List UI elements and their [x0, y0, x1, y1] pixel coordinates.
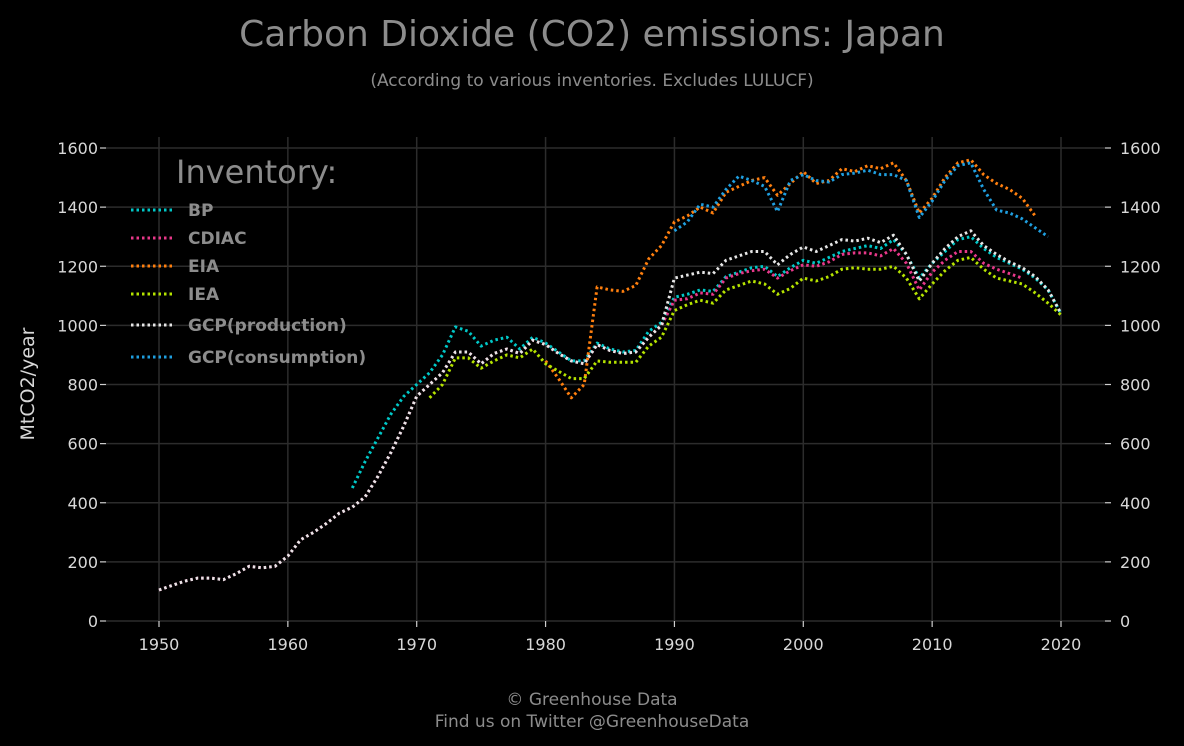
y-tick-label-left: 1200 [57, 257, 98, 276]
x-tick-label: 1990 [654, 635, 695, 654]
legend: Inventory: BP CDIAC EIA IEA GCP(production) G… [131, 153, 366, 368]
y-tick-label-left: 800 [67, 376, 98, 395]
footer-twitter: Find us on Twitter @GreenhouseData [435, 712, 750, 732]
y-tick-label-right: 1000 [1120, 316, 1161, 335]
legend-label-eia: EIA [188, 257, 220, 277]
x-tick-label: 1970 [396, 635, 437, 654]
x-tick-label: 1960 [267, 635, 308, 654]
legend-label-gcp-production: GCP(production) [188, 316, 347, 336]
chart-title: Carbon Dioxide (CO2) emissions: Japan [239, 14, 945, 55]
grid [106, 137, 1105, 622]
series-line-iea [428, 255, 1063, 399]
y-axis-label: MtCO2/year [17, 327, 39, 440]
series-layer [158, 158, 1063, 592]
y-tick-label-left: 600 [67, 435, 98, 454]
y-tick-label-right: 0 [1120, 612, 1130, 631]
y-tick-label-left: 1000 [57, 316, 98, 335]
x-tick-label: 2010 [912, 635, 953, 654]
x-tick-label: 2000 [783, 635, 824, 654]
y-tick-label-right: 800 [1120, 376, 1151, 395]
y-tick-label-right: 1400 [1120, 198, 1161, 217]
y-tick-label-left: 0 [88, 612, 98, 631]
y-tick-label-right: 400 [1120, 494, 1151, 513]
y-tick-label-left: 1400 [57, 198, 98, 217]
axes: 1950 1960 1970 1980 1990 2000 2010 2020 0 0 200 200… [57, 139, 1160, 654]
y-tick-label-left: 400 [67, 494, 98, 513]
x-tick-label: 1980 [525, 635, 566, 654]
legend-title: Inventory: [176, 153, 337, 191]
y-tick-label-right: 200 [1120, 553, 1151, 572]
legend-label-bp: BP [188, 201, 213, 221]
y-tick-label-right: 600 [1120, 435, 1151, 454]
legend-label-iea: IEA [188, 285, 220, 305]
series-line-eia [544, 158, 1037, 400]
y-tick-label-left: 200 [67, 553, 98, 572]
x-tick-label: 2020 [1041, 635, 1082, 654]
series-line-gcp-production [158, 229, 1063, 592]
legend-label-gcp-consumption: GCP(consumption) [188, 348, 366, 368]
y-tick-label-left: 1600 [57, 139, 98, 158]
legend-label-cdiac: CDIAC [188, 229, 247, 249]
chart-subtitle: (According to various inventories. Exclu… [370, 71, 813, 91]
series-line-gcp-consumption [673, 161, 1049, 238]
footer-copyright: © Greenhouse Data [506, 690, 677, 710]
y-tick-label-right: 1200 [1120, 257, 1161, 276]
x-tick-label: 1950 [139, 635, 180, 654]
series-line-bp [350, 235, 1063, 489]
y-tick-label-right: 1600 [1120, 139, 1161, 158]
